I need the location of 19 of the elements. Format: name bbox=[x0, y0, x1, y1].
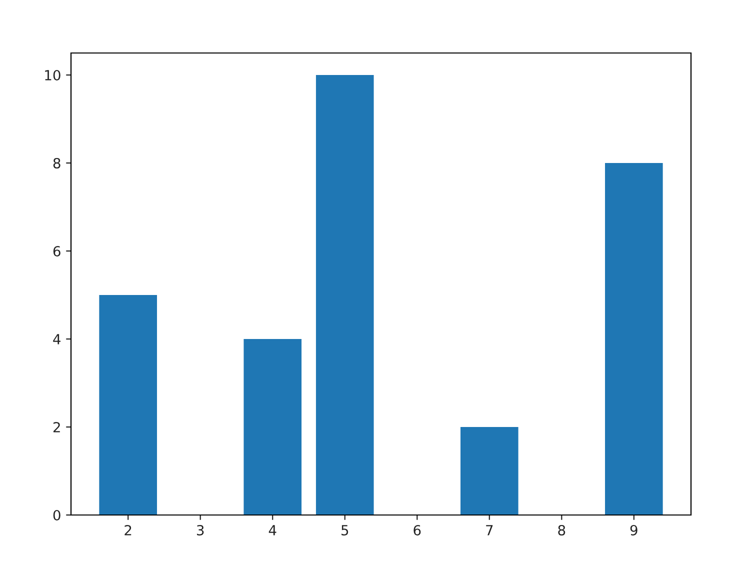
y-tick-label: 0 bbox=[53, 510, 60, 520]
bar bbox=[99, 295, 157, 515]
y-tick-label: 2 bbox=[53, 422, 60, 432]
bar bbox=[605, 163, 663, 515]
x-tick-label: 2 bbox=[124, 524, 132, 536]
x-tick-label: 3 bbox=[196, 524, 204, 536]
y-tick-label: 4 bbox=[53, 334, 60, 344]
x-tick-label: 7 bbox=[486, 525, 493, 536]
y-tick-label: 6 bbox=[53, 246, 60, 256]
x-tick-label: 9 bbox=[630, 524, 638, 536]
x-tick-label: 8 bbox=[558, 524, 566, 536]
x-tick-label: 6 bbox=[414, 524, 421, 536]
bar bbox=[316, 75, 374, 515]
y-tick-label: 8 bbox=[53, 158, 60, 168]
y-tick-label: 10 bbox=[45, 70, 60, 80]
bar bbox=[460, 427, 518, 515]
x-tick-label: 4 bbox=[268, 525, 276, 536]
bar bbox=[244, 339, 302, 515]
x-tick-label: 5 bbox=[342, 525, 348, 536]
